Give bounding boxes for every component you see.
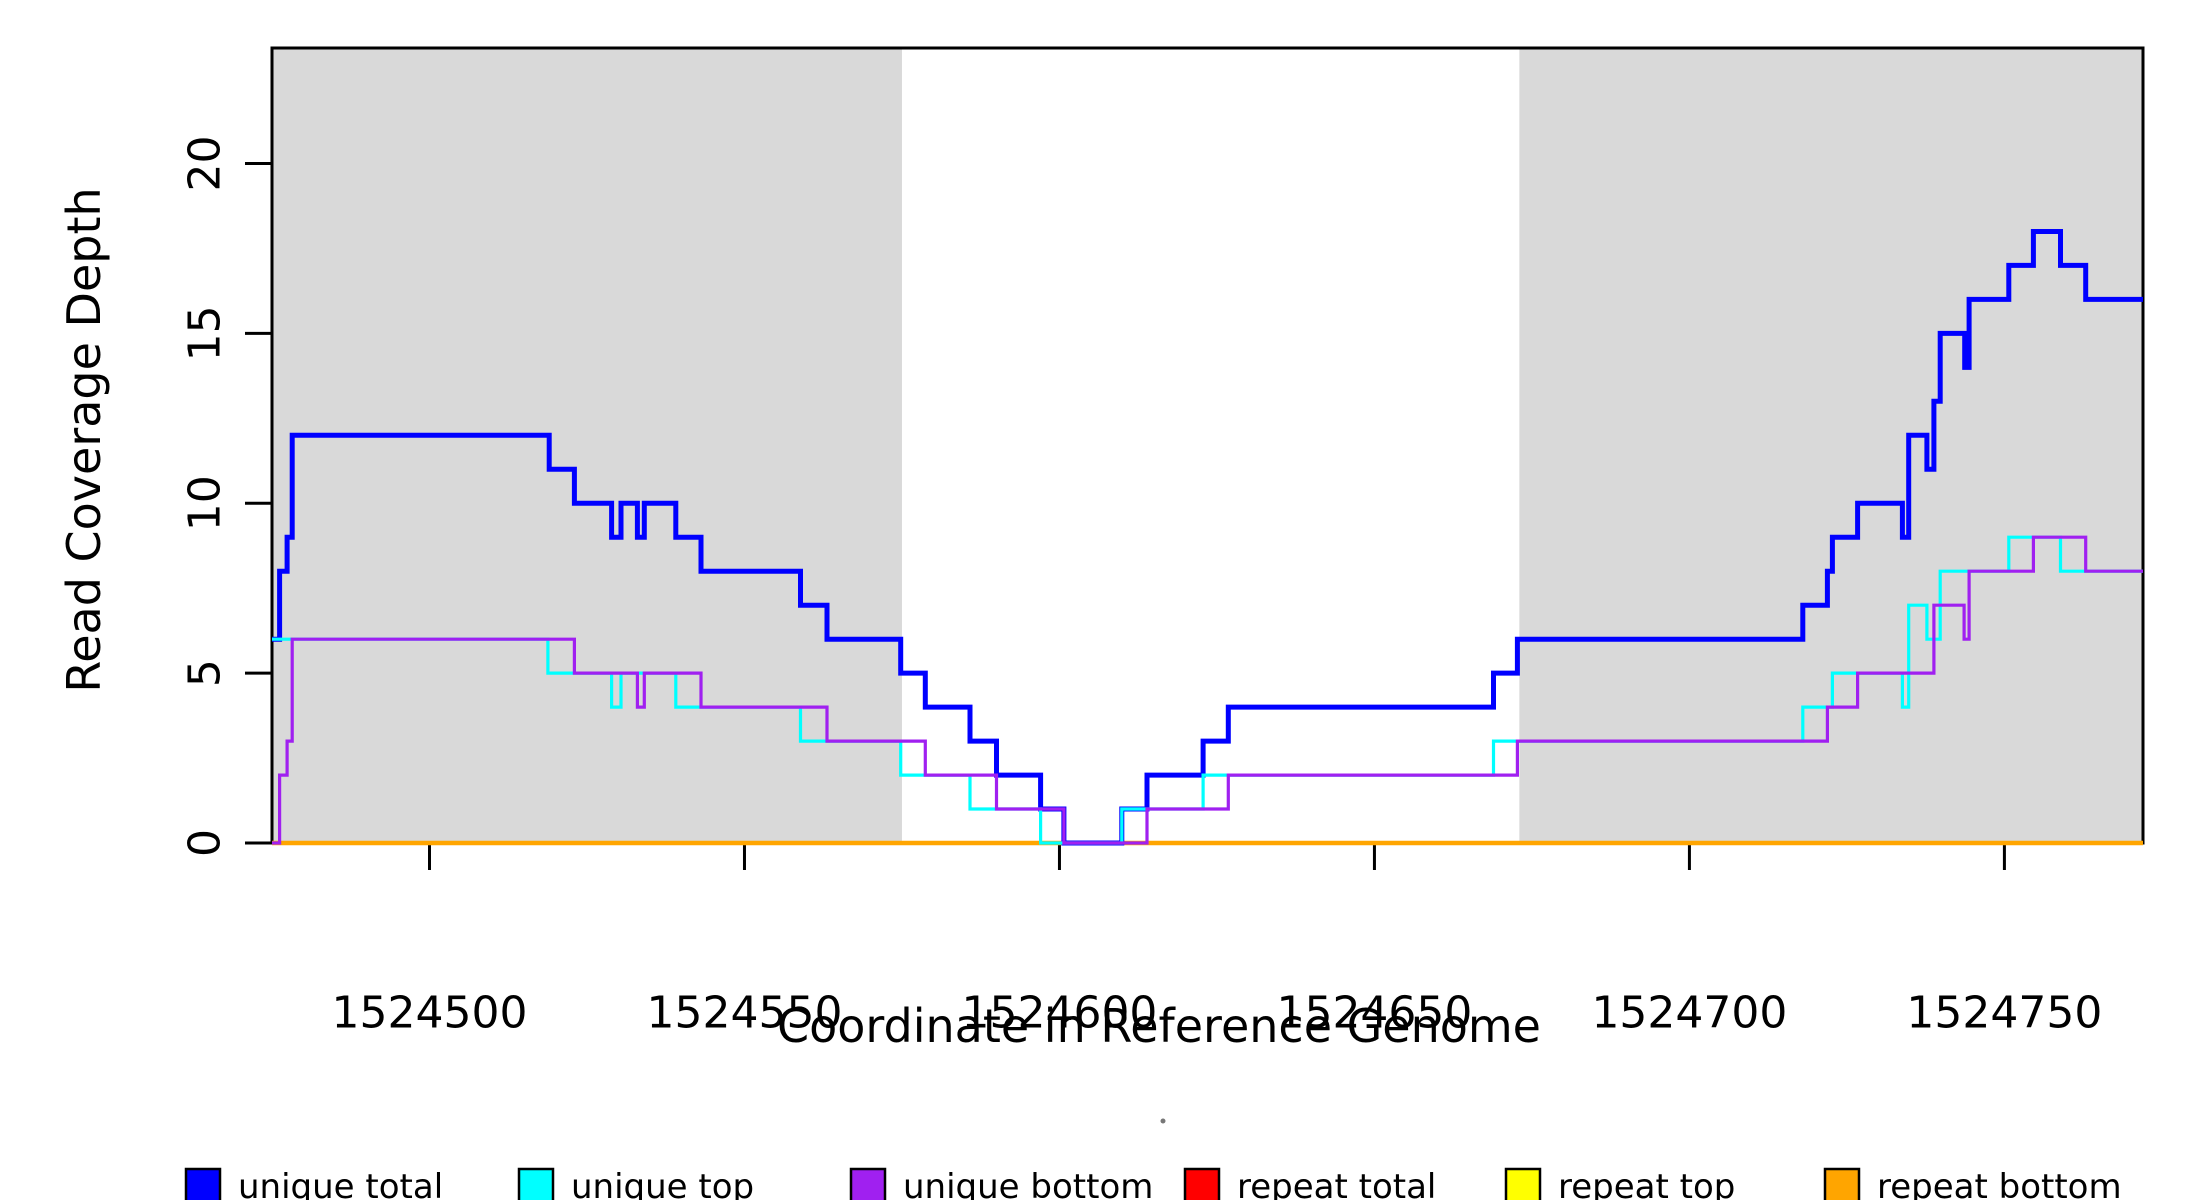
y-tick-label: 5 <box>180 659 231 687</box>
x-tick-label: 1524500 <box>332 988 528 1039</box>
y-tick-label: 0 <box>180 829 231 857</box>
legend-swatch <box>849 1167 887 1200</box>
shaded-regions <box>272 48 2143 843</box>
legend-item-repeat-total: repeat total <box>1183 1167 1436 1200</box>
legend-swatch <box>517 1167 555 1200</box>
y-tick-label: 10 <box>180 475 231 531</box>
x-tick-label: 1524550 <box>646 988 842 1039</box>
x-tick-label: 1524600 <box>961 988 1157 1039</box>
x-tick-label: 1524750 <box>1906 988 2102 1039</box>
x-tick-label: 1524700 <box>1591 988 1787 1039</box>
y-tick-label: 15 <box>180 305 231 361</box>
legend-label: unique bottom <box>903 1167 1153 1200</box>
y-axis: 0 5 10 15 20 <box>180 136 272 857</box>
shaded-band <box>272 48 902 843</box>
legend-swatch <box>1183 1167 1221 1200</box>
legend-item-unique-total: unique total <box>184 1167 443 1200</box>
legend-label: repeat top <box>1558 1167 1735 1200</box>
legend-label: repeat total <box>1237 1167 1436 1200</box>
y-axis-title: Read Coverage Depth <box>57 187 111 692</box>
legend-label: unique total <box>238 1167 443 1200</box>
y-tick-label: 20 <box>180 136 231 192</box>
legend-swatch <box>1504 1167 1542 1200</box>
x-axis: 1524500 1524550 1524600 1524650 1524700 15247… <box>332 843 2102 1039</box>
x-tick-label: 1524650 <box>1276 988 1472 1039</box>
legend-label: repeat bottom <box>1877 1167 2122 1200</box>
legend-item-unique-bottom: unique bottom <box>849 1167 1153 1200</box>
stray-dot <box>1160 1118 1166 1124</box>
series-line-unique-bottom <box>272 535 2143 845</box>
legend-swatch <box>1823 1167 1861 1200</box>
legend-label: unique top <box>571 1167 754 1200</box>
legend-item-unique-top: unique top <box>517 1167 754 1200</box>
shaded-band <box>1519 48 2143 843</box>
legend: unique total unique top unique bottom repea… <box>184 1167 2122 1200</box>
legend-item-repeat-top: repeat top <box>1504 1167 1735 1200</box>
x-axis-title: Coordinate in Reference Genome <box>777 999 1541 1053</box>
series-lines <box>272 229 2143 846</box>
legend-item-repeat-bottom: repeat bottom <box>1823 1167 2122 1200</box>
legend-swatch <box>184 1167 222 1200</box>
